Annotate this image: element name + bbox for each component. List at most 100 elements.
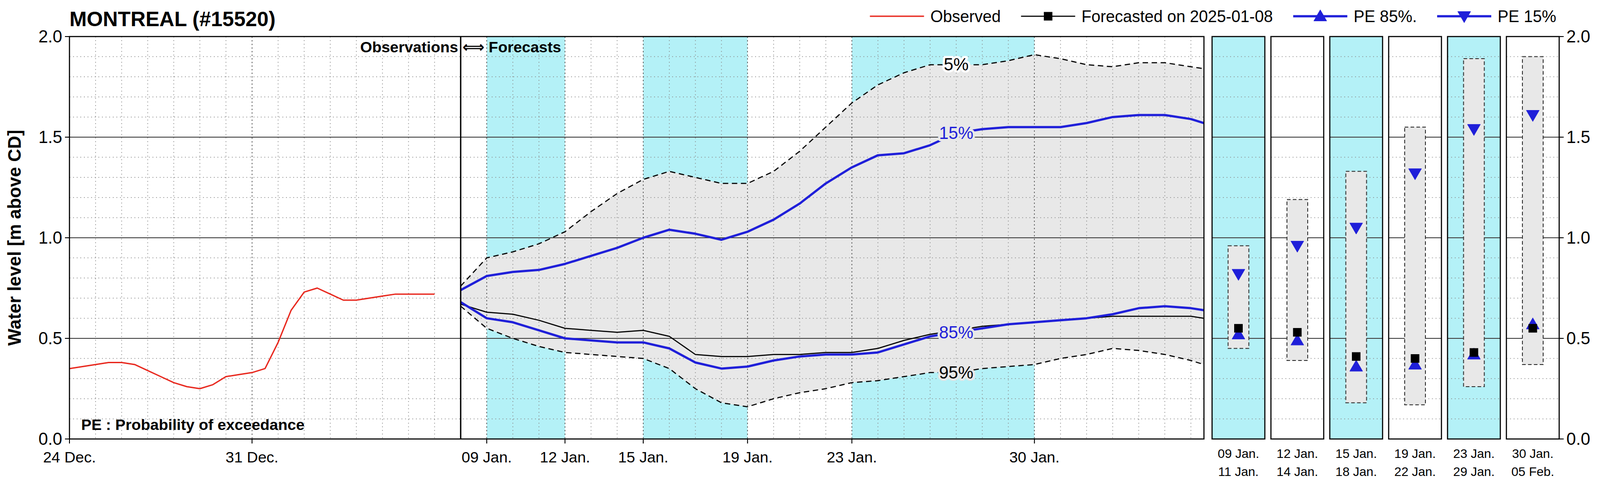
y-axis-title: Water level [m above CD] [4, 129, 25, 346]
minor-grid [69, 96, 1204, 98]
period-panel: 12 Jan.14 Jan. [1271, 36, 1324, 479]
range-box [1346, 171, 1367, 403]
x-tick [1033, 438, 1035, 444]
minor-grid [1271, 156, 1324, 158]
panel-label: 18 Jan. [1335, 464, 1378, 479]
minor-grid [1212, 358, 1265, 360]
minor-grid [1329, 156, 1383, 158]
minor-grid [69, 398, 1204, 400]
annotation: Observations ⟺ Forecasts [359, 38, 562, 56]
y-tick-label: 1.5 [38, 127, 63, 147]
period-panel: 23 Jan.29 Jan. [1447, 36, 1501, 479]
forecast-marker [1410, 354, 1420, 363]
minor-grid [1212, 398, 1265, 400]
minor-grid [1271, 378, 1324, 379]
panel-frame [1271, 36, 1324, 439]
legend-label: Forecasted on 2025-01-08 [1081, 7, 1273, 26]
y-tick [64, 337, 70, 339]
minor-grid [1329, 418, 1383, 420]
minor-grid [1212, 76, 1265, 78]
panel-background [1212, 36, 1265, 439]
y-tick [1559, 136, 1564, 138]
range-box [1286, 199, 1308, 361]
y-tick [64, 136, 70, 138]
minor-grid [1212, 418, 1265, 420]
period-panel: 30 Jan.05 Feb. [1506, 36, 1560, 479]
x-tick [564, 438, 566, 444]
y-tick-label: 0.5 [1566, 328, 1591, 348]
legend-marker [1457, 11, 1471, 24]
y-tick-label: 1.0 [38, 228, 63, 248]
minor-grid [69, 76, 1204, 78]
forecast-marker [1234, 324, 1243, 333]
envelope-fill [460, 54, 1204, 407]
y-grid [1212, 237, 1265, 239]
x-tick [746, 438, 748, 444]
plot-frame [69, 36, 1204, 439]
y-tick [1559, 237, 1564, 239]
panel-frame [1212, 36, 1265, 439]
minor-grid [69, 176, 1204, 178]
minor-grid [1212, 197, 1265, 199]
minor-grid [1447, 398, 1501, 400]
x-tick-label: 31 Dec. [225, 448, 279, 466]
legend-label: Observed [930, 7, 1001, 26]
pe15-marker [1467, 124, 1481, 136]
pe15-marker [1526, 110, 1540, 122]
y-tick-label: 1.5 [1566, 127, 1591, 147]
legend-label: PE 15% [1497, 7, 1557, 26]
range-box [1228, 245, 1250, 349]
minor-grid [1271, 398, 1324, 400]
minor-grid [69, 358, 1204, 360]
period-panel: 09 Jan.11 Jan. [1212, 36, 1265, 479]
x-tick-label: 12 Jan. [539, 448, 591, 466]
minor-grid [460, 36, 462, 439]
minor-grid [69, 217, 1204, 219]
x-tick [251, 438, 253, 444]
annotation: PE : Probability of exceedance [81, 415, 305, 434]
pe15-marker [1349, 222, 1363, 235]
x-tick-label: 19 Jan. [722, 448, 773, 466]
legend-swatch [869, 15, 924, 18]
y-tick-label: 2.0 [1566, 27, 1591, 47]
panel-label: 05 Feb. [1511, 464, 1555, 479]
forecast-marker [1352, 352, 1361, 361]
panel-frame [1329, 36, 1383, 439]
minor-grid [69, 318, 1204, 319]
pe85-marker [1467, 347, 1481, 360]
y-grid [1329, 136, 1383, 138]
panel-label: 19 Jan. [1394, 446, 1436, 461]
minor-grid [1271, 418, 1324, 420]
minor-grid [69, 277, 1204, 279]
minor-grid [1212, 116, 1265, 118]
y-grid [1271, 136, 1324, 138]
y-tick-label: 0.0 [1566, 429, 1591, 449]
panel-background [1329, 36, 1383, 439]
series-line [460, 302, 1204, 369]
minor-grid [1447, 418, 1501, 420]
panel-label: 22 Jan. [1394, 464, 1436, 479]
minor-grid [1506, 378, 1560, 379]
minor-grid [1212, 56, 1265, 58]
x-tick-label: 30 Jan. [1009, 448, 1060, 466]
x-tick-label: 23 Jan. [826, 448, 878, 466]
panel-label: 14 Jan. [1276, 464, 1319, 479]
x-tick-label: 24 Dec. [42, 448, 96, 466]
y-tick [64, 438, 70, 440]
range-box [1404, 127, 1426, 405]
x-tick [486, 438, 488, 444]
minor-grid [1271, 116, 1324, 118]
series-line [460, 304, 1204, 357]
y-grid [69, 136, 1204, 138]
minor-grid [1271, 96, 1324, 98]
y-tick-label: 0.0 [38, 429, 63, 449]
panel-background [1388, 36, 1442, 439]
x-tick [642, 438, 644, 444]
curve-label: 5% [943, 55, 969, 74]
forecast-marker [1293, 328, 1302, 337]
minor-grid [1506, 418, 1560, 420]
minor-grid [1212, 156, 1265, 158]
minor-grid [1212, 378, 1265, 379]
minor-grid [1212, 217, 1265, 219]
minor-grid [1506, 398, 1560, 400]
